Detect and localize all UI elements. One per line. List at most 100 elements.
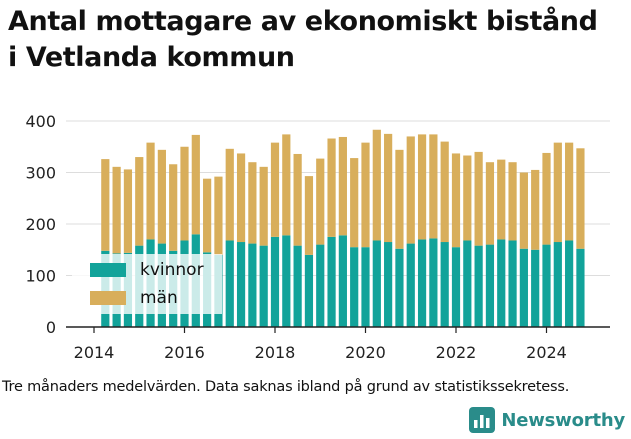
y-tick-label-200: 200: [25, 215, 56, 234]
bar-kvinnor-39: [542, 244, 551, 327]
bar-man-15: [270, 142, 280, 237]
x-tick-label-2014: 2014: [74, 343, 115, 362]
newsworthy-logo-icon: [469, 407, 496, 433]
x-tick-label-2022: 2022: [436, 343, 477, 362]
bar-kvinnor-30: [440, 242, 449, 327]
bar-man-26: [395, 149, 404, 249]
legend-label-kvinnor: kvinnor: [140, 260, 204, 280]
bar-man-20: [327, 138, 336, 237]
bar-kvinnor-26: [395, 248, 404, 327]
bar-kvinnor-16: [282, 235, 291, 327]
y-tick-label-400: 400: [25, 112, 56, 131]
chart-title: Antal mottagare av ekonomiskt bistånd i …: [8, 4, 628, 76]
bar-man-14: [259, 166, 268, 246]
bar-kvinnor-14: [259, 245, 268, 327]
x-tick-label-2016: 2016: [164, 343, 205, 362]
bar-man-27: [406, 136, 415, 244]
title-line-1: Antal mottagare av ekonomiskt bistånd: [8, 6, 598, 37]
bar-kvinnor-15: [270, 236, 280, 327]
bar-man-35: [497, 159, 506, 240]
x-tick-label-2024: 2024: [526, 343, 567, 362]
y-tick-label-100: 100: [25, 267, 56, 286]
bar-man-4: [146, 142, 155, 240]
bar-man-6: [169, 164, 178, 251]
bar-man-18: [304, 176, 314, 255]
bar-man-0: [101, 159, 110, 251]
bar-man-13: [248, 162, 257, 244]
bar-man-40: [553, 142, 562, 243]
bar-kvinnor-11: [225, 240, 234, 327]
bar-man-38: [531, 169, 540, 250]
bar-man-22: [350, 158, 359, 248]
bar-kvinnor-38: [531, 249, 540, 327]
legend-item-kvinnor: kvinnor: [90, 260, 204, 280]
bar-man-41: [565, 142, 574, 241]
bar-kvinnor-27: [406, 243, 415, 327]
x-tick-label-2018: 2018: [255, 343, 296, 362]
bar-man-17: [293, 153, 302, 246]
bar-kvinnor-36: [508, 240, 517, 327]
y-tick-label-300: 300: [25, 164, 56, 183]
bar-man-7: [180, 146, 189, 241]
bar-kvinnor-23: [361, 247, 370, 327]
brand[interactable]: Newsworthy: [469, 407, 625, 433]
bar-man-31: [451, 153, 461, 248]
bar-kvinnor-37: [519, 248, 528, 327]
title-line-2: i Vetlanda kommun: [8, 42, 295, 73]
bar-kvinnor-17: [293, 245, 302, 327]
bar-kvinnor-25: [384, 242, 393, 327]
bar-kvinnor-41: [565, 240, 574, 327]
bar-kvinnor-34: [485, 244, 495, 327]
bar-kvinnor-28: [417, 239, 427, 327]
bar-man-36: [508, 162, 517, 241]
bar-kvinnor-35: [497, 239, 506, 327]
bar-kvinnor-19: [316, 244, 325, 327]
legend-item-man: män: [90, 288, 178, 308]
bar-kvinnor-20: [327, 236, 336, 327]
bar-man-29: [429, 134, 438, 239]
bar-man-8: [191, 134, 200, 235]
bar-man-24: [372, 129, 381, 241]
bar-man-25: [384, 133, 393, 243]
bar-man-33: [474, 151, 483, 246]
bar-man-21: [338, 136, 347, 236]
bar-man-39: [542, 152, 551, 245]
bar-kvinnor-29: [429, 238, 438, 327]
legend: kvinnor män: [72, 254, 222, 314]
bar-kvinnor-22: [350, 247, 359, 327]
x-tick-label-2020: 2020: [345, 343, 386, 362]
legend-swatch-man: [90, 291, 126, 305]
bar-man-37: [519, 172, 528, 249]
bar-kvinnor-21: [338, 235, 347, 327]
legend-label-man: män: [140, 288, 178, 308]
bar-kvinnor-42: [576, 248, 585, 327]
bar-man-32: [463, 155, 472, 241]
bar-man-3: [135, 157, 144, 246]
bar-man-12: [236, 153, 246, 243]
bar-man-10: [214, 176, 223, 255]
bar-man-16: [282, 134, 291, 236]
bar-man-11: [225, 148, 234, 241]
bar-man-30: [440, 141, 449, 243]
bar-man-28: [417, 134, 427, 240]
bar-kvinnor-13: [248, 243, 257, 327]
bar-kvinnor-40: [553, 242, 562, 327]
bar-man-34: [485, 162, 495, 245]
bar-kvinnor-32: [463, 240, 472, 327]
y-tick-label-0: 0: [46, 318, 56, 337]
legend-swatch-kvinnor: [90, 263, 126, 277]
bar-man-2: [123, 169, 133, 253]
bar-man-42: [576, 148, 585, 249]
bar-kvinnor-18: [304, 254, 314, 327]
bar-kvinnor-12: [236, 242, 246, 327]
axes: 0 100 200 300 400 2014 2016 2018 2020 2022 2024: [25, 112, 610, 362]
bar-man-9: [203, 178, 212, 253]
brand-name: Newsworthy: [501, 409, 625, 431]
bar-kvinnor-31: [451, 247, 461, 327]
bar-kvinnor-33: [474, 245, 483, 327]
bar-man-19: [316, 158, 325, 245]
bar-man-1: [112, 166, 121, 254]
bar-kvinnor-24: [372, 240, 381, 327]
bar-man-23: [361, 142, 370, 248]
